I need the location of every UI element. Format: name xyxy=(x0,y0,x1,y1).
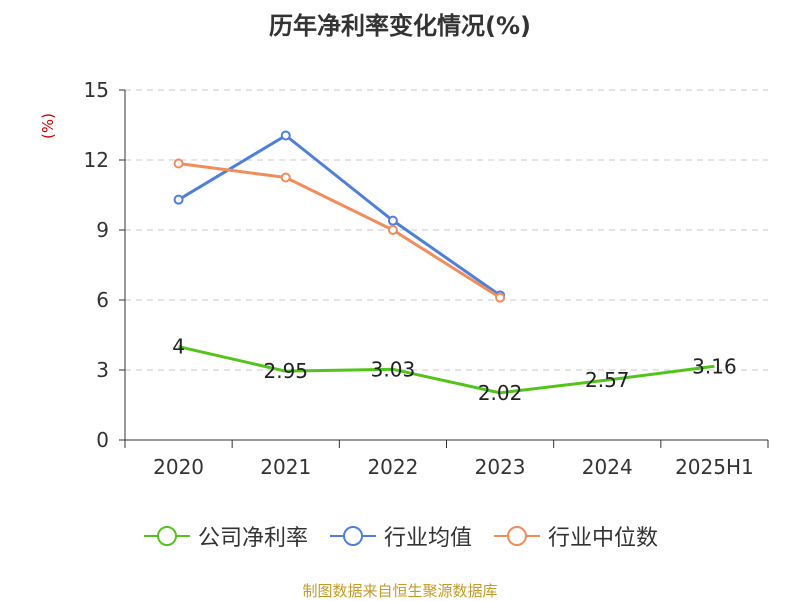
data-label: 2.57 xyxy=(585,368,630,392)
legend-marker-industry-median xyxy=(494,526,540,546)
data-point xyxy=(387,215,398,226)
chart-title: 历年净利率变化情况(%) xyxy=(269,12,531,40)
legend-label-industry-median: 行业中位数 xyxy=(548,526,659,551)
y-tick-label: 3 xyxy=(96,358,109,382)
series-line xyxy=(178,345,715,395)
y-tick-label: 12 xyxy=(84,148,109,172)
data-label: 4 xyxy=(172,335,185,359)
data-source-note: 制图数据来自恒生聚源数据库 xyxy=(302,582,498,600)
line-chart: 0 3 6 9 12 15 2020 2021 2022 2023 2024 2025H1 4 2.95 3… xyxy=(84,78,769,479)
series-line xyxy=(177,134,501,297)
data-label: 3.03 xyxy=(371,357,416,381)
data-point xyxy=(280,130,291,141)
legend-item-industry-median[interactable]: 行业中位数 xyxy=(492,520,658,552)
x-tick-label: 2024 xyxy=(582,455,633,479)
y-tick-label: 15 xyxy=(84,78,109,102)
data-point xyxy=(387,225,398,235)
x-tick-label: 2023 xyxy=(475,455,526,479)
x-tick-label: 2020 xyxy=(153,455,204,479)
legend-marker-company xyxy=(143,526,190,546)
legend-label-company: 公司净利率 xyxy=(197,526,308,551)
y-tick-label: 9 xyxy=(96,218,109,242)
data-point xyxy=(495,292,506,303)
x-tick-label: 2022 xyxy=(367,455,418,479)
data-label: 3.16 xyxy=(692,354,737,378)
x-tick-label: 2021 xyxy=(260,455,311,479)
data-point xyxy=(173,158,184,169)
legend: 公司净利率 行业均值 行业中位数 xyxy=(0,520,800,552)
data-point xyxy=(280,172,291,183)
y-tick-label: 0 xyxy=(96,428,109,452)
data-label: 2.95 xyxy=(263,359,308,383)
series-line xyxy=(178,162,501,299)
y-tick-label: 6 xyxy=(96,288,109,312)
legend-item-industry-mean[interactable]: 行业均值 xyxy=(328,520,472,552)
data-point xyxy=(173,194,184,205)
legend-item-company[interactable]: 公司净利率 xyxy=(142,520,308,552)
data-label: 2.02 xyxy=(478,381,523,405)
x-tick-label: 2025H1 xyxy=(675,455,754,479)
legend-marker-industry-mean xyxy=(329,526,376,546)
legend-label-industry-mean: 行业均值 xyxy=(383,526,472,551)
